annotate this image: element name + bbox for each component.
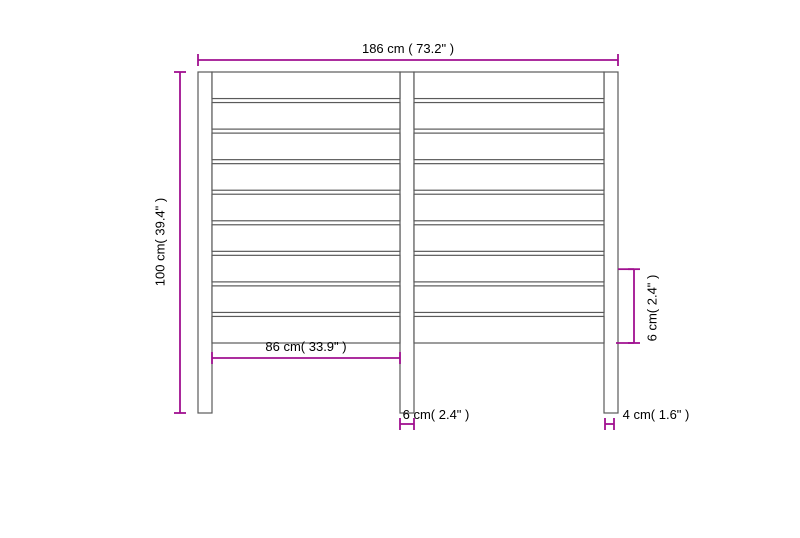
- label-height-total: 100 cm( 39.4" ): [153, 198, 168, 286]
- label-panel-width: 86 cm( 33.9" ): [265, 339, 346, 354]
- label-right-leg: 4 cm( 1.6" ): [623, 407, 690, 422]
- label-width-total: 186 cm ( 73.2" ): [362, 41, 454, 56]
- label-center-post: 6 cm( 2.4" ): [403, 407, 470, 422]
- label-right-slat: 6 cm( 2.4" ): [645, 275, 660, 342]
- diagram-svg: [0, 0, 800, 533]
- diagram-canvas: 186 cm ( 73.2" ) 100 cm( 39.4" ) 86 cm( …: [0, 0, 800, 533]
